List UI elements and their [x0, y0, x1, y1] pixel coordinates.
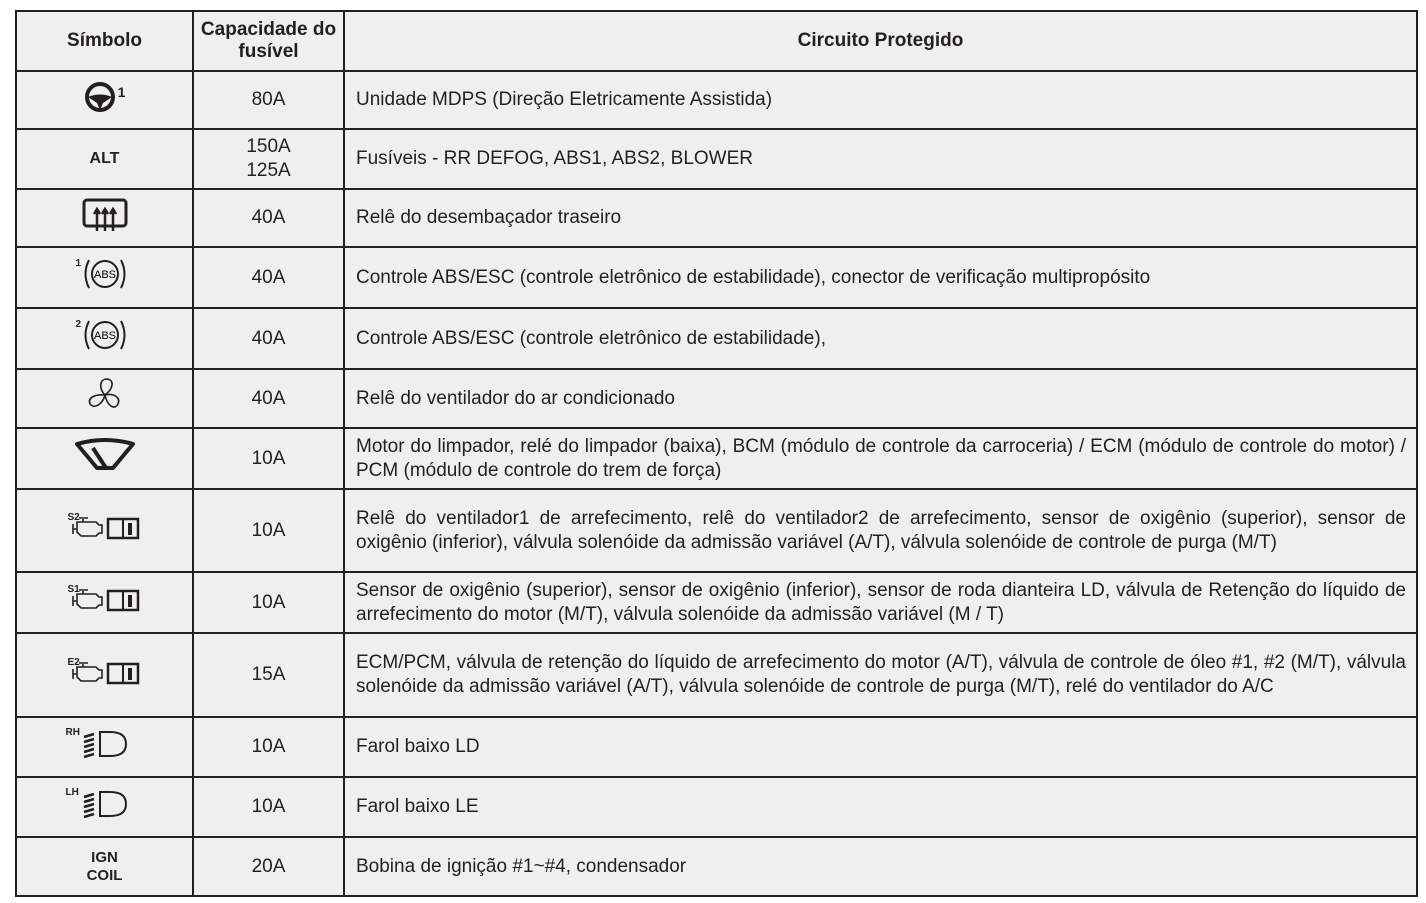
table-row: 1 ABS 40A Controle ABS/ESC (controle elet…: [15, 246, 1418, 309]
table-row: 40A Relê do ventilador do ar condicionad…: [15, 368, 1418, 429]
table-row: S2 10A Relê do ventilador1 de arrefecime…: [15, 488, 1418, 573]
abs-icon: 1 ABS: [76, 256, 128, 292]
capacity: 40A: [192, 307, 345, 370]
symbol-label: ALT: [15, 128, 194, 190]
svg-text:ABS: ABS: [93, 330, 115, 342]
capacity: 15A: [192, 632, 345, 718]
circuit: Farol baixo LE: [343, 776, 1418, 838]
engine-manual-icon: S2: [68, 512, 140, 540]
circuit: ECM/PCM, válvula de retenção do líquido …: [343, 632, 1418, 718]
symbol-label: IGN COIL: [15, 836, 194, 897]
circuit: Relê do ventilador1 de arrefecimento, re…: [343, 488, 1418, 573]
table-row: LH 10A Farol baixo LE: [15, 776, 1418, 838]
capacity: 40A: [192, 188, 345, 248]
capacity: 40A: [192, 246, 345, 309]
circuit: Farol baixo LD: [343, 716, 1418, 778]
fuse-table: Símbolo Capacidade do fusível Circuito P…: [15, 10, 1418, 897]
capacity: 10A: [192, 571, 345, 634]
header-row: Símbolo Capacidade do fusível Circuito P…: [15, 10, 1418, 72]
capacity: 150A 125A: [192, 128, 345, 190]
circuit: Relê do desembaçador traseiro: [343, 188, 1418, 248]
circuit: Unidade MDPS (Direção Eletricamente Assi…: [343, 70, 1418, 130]
circuit: Sensor de oxigênio (superior), sensor de…: [343, 571, 1418, 634]
circuit: Relê do ventilador do ar condicionado: [343, 368, 1418, 429]
capacity: 80A: [192, 70, 345, 130]
capacity: 40A: [192, 368, 345, 429]
table-row: S1 10A Sensor de oxigênio (superior), se…: [15, 571, 1418, 634]
circuit: Controle ABS/ESC (controle eletrônico de…: [343, 307, 1418, 370]
capacity: 10A: [192, 716, 345, 778]
header-symbol: Símbolo: [15, 10, 194, 72]
table-row: RH 10A Farol baixo LD: [15, 716, 1418, 778]
table-row: ALT 150A 125A Fusíveis - RR DEFOG, ABS1, …: [15, 128, 1418, 190]
wiper-icon: [73, 438, 137, 472]
abs-icon: 2 ABS: [76, 317, 128, 353]
table-row: 2 ABS 40A Controle ABS/ESC (controle elet…: [15, 307, 1418, 370]
circuit: Bobina de ignição #1~#4, condensador: [343, 836, 1418, 897]
table-row: IGN COIL 20A Bobina de ignição #1~#4, con…: [15, 836, 1418, 897]
table-row: 10A Motor do limpador, relé do limpador …: [15, 427, 1418, 490]
low-beam-icon: LH: [66, 787, 130, 821]
rear-defrost-icon: [81, 197, 129, 233]
svg-text:ABS: ABS: [93, 269, 115, 281]
engine-manual-icon: E2: [68, 657, 140, 685]
low-beam-icon: RH: [66, 727, 130, 761]
circuit: Fusíveis - RR DEFOG, ABS1, ABS2, BLOWER: [343, 128, 1418, 190]
capacity: 10A: [192, 427, 345, 490]
circuit: Motor do limpador, relé do limpador (bai…: [343, 427, 1418, 490]
capacity: 20A: [192, 836, 345, 897]
table-row: 1 80A Unidade MDPS (Direção Eletricament…: [15, 70, 1418, 130]
fan-icon: [85, 375, 125, 415]
header-capacity: Capacidade do fusível: [192, 10, 345, 72]
engine-manual-icon: S1: [68, 584, 140, 612]
table-row: 40A Relê do desembaçador traseiro: [15, 188, 1418, 248]
table-row: E2 15A ECM/PCM, válvula de retenção do l…: [15, 632, 1418, 718]
steering-wheel-icon: 1: [84, 81, 125, 113]
capacity: 10A: [192, 776, 345, 838]
capacity: 10A: [192, 488, 345, 573]
circuit: Controle ABS/ESC (controle eletrônico de…: [343, 246, 1418, 309]
header-circuit: Circuito Protegido: [343, 10, 1418, 72]
